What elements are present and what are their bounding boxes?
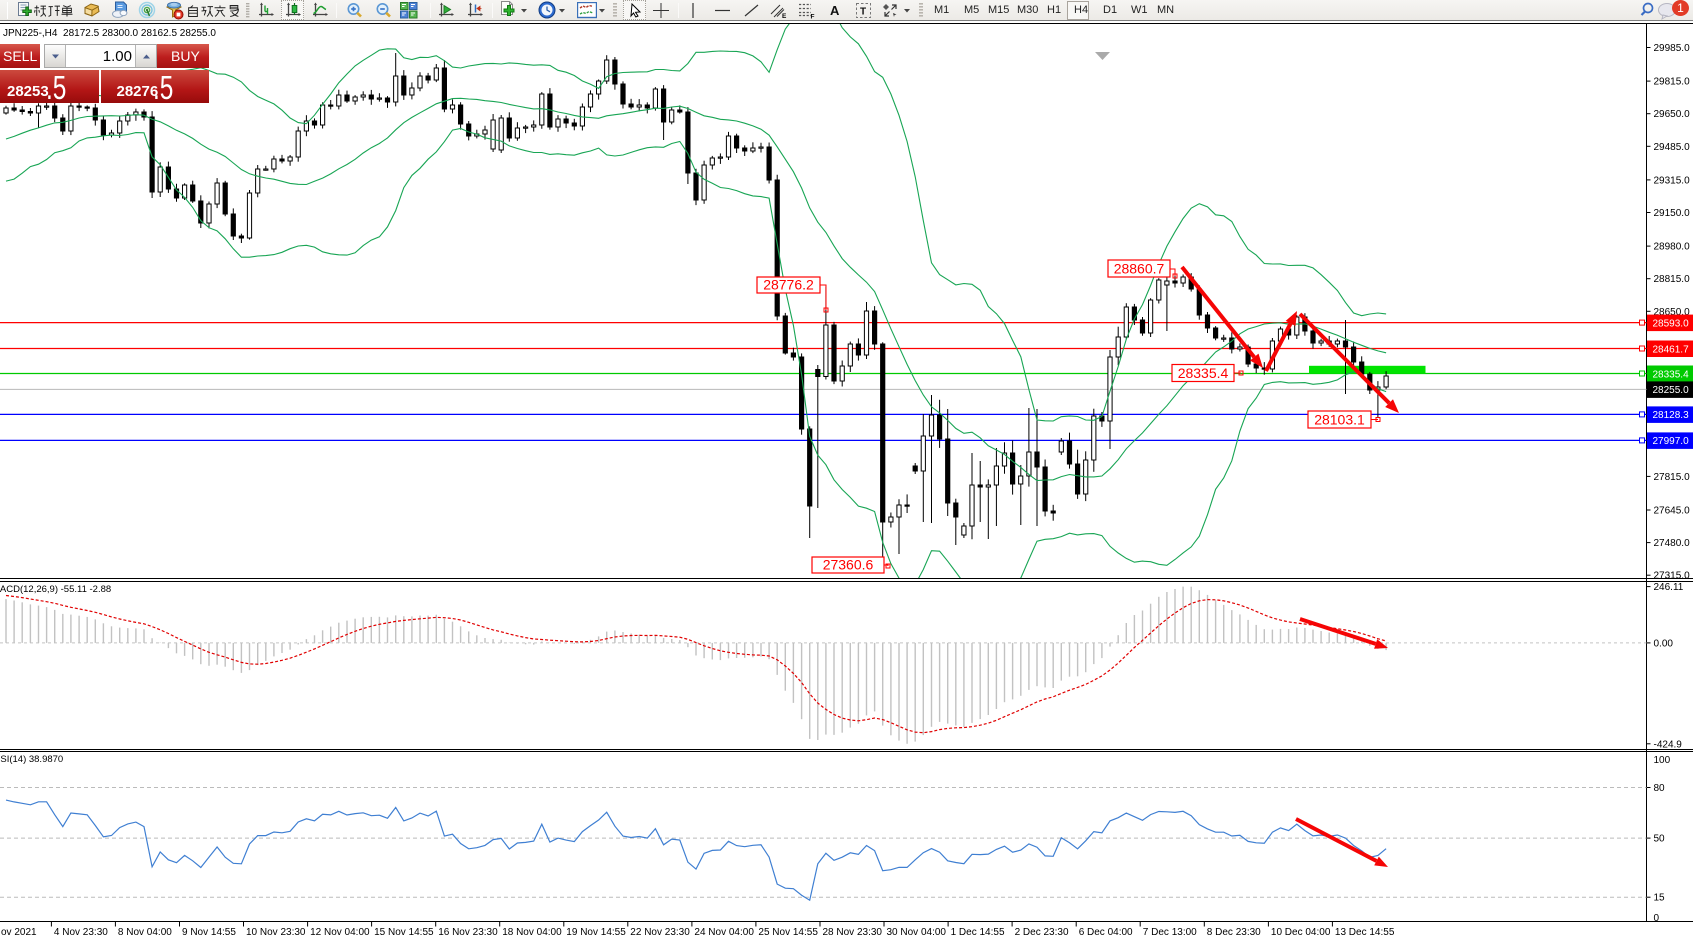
svg-text:F: F: [811, 14, 815, 20]
svg-text:28103.1: 28103.1: [1314, 412, 1365, 428]
svg-text:28 Nov 23:30: 28 Nov 23:30: [823, 927, 883, 938]
svg-text:27480.0: 27480.0: [1654, 538, 1691, 549]
svg-text:28650.0: 28650.0: [1654, 307, 1691, 318]
svg-text:29150.0: 29150.0: [1654, 208, 1691, 219]
svg-text:13 Dec 14:55: 13 Dec 14:55: [1335, 927, 1395, 938]
svg-text:19 Nov 14:55: 19 Nov 14:55: [566, 927, 626, 938]
svg-text:0.00: 0.00: [1654, 638, 1674, 649]
svg-text:10 Dec 04:00: 10 Dec 04:00: [1271, 927, 1331, 938]
svg-text:29985.0: 29985.0: [1654, 43, 1691, 54]
svg-text:RSI(14) 38.9870: RSI(14) 38.9870: [0, 754, 63, 765]
svg-text:E: E: [782, 13, 787, 19]
svg-text:246.11: 246.11: [1654, 582, 1684, 593]
svg-text:15: 15: [1654, 893, 1666, 904]
svg-text:0: 0: [1654, 913, 1660, 924]
svg-text:29650.0: 29650.0: [1654, 109, 1691, 120]
svg-text:28335.4: 28335.4: [1653, 369, 1690, 380]
svg-text:28776.2: 28776.2: [763, 277, 814, 293]
svg-text:6 Dec 04:00: 6 Dec 04:00: [1079, 927, 1133, 938]
svg-text:27645.0: 27645.0: [1654, 506, 1691, 517]
svg-text:29485.0: 29485.0: [1654, 142, 1691, 153]
svg-text:100: 100: [1654, 755, 1671, 766]
svg-text:T: T: [860, 7, 866, 18]
svg-text:28593.0: 28593.0: [1653, 318, 1690, 329]
svg-text:4 Nov 23:30: 4 Nov 23:30: [54, 927, 108, 938]
svg-text:-424.9: -424.9: [1654, 739, 1683, 750]
svg-text:27360.6: 27360.6: [823, 557, 874, 573]
svg-text:27997.0: 27997.0: [1653, 436, 1690, 447]
svg-text:8 Dec 23:30: 8 Dec 23:30: [1207, 927, 1261, 938]
svg-text:28255.0: 28255.0: [1653, 385, 1690, 396]
svg-text:30 Nov 04:00: 30 Nov 04:00: [887, 927, 947, 938]
svg-text:28335.4: 28335.4: [1178, 365, 1229, 381]
svg-text:ov 2021: ov 2021: [1, 927, 37, 938]
svg-text:27315.0: 27315.0: [1654, 571, 1691, 582]
svg-text:28461.7: 28461.7: [1653, 344, 1690, 355]
svg-text:7 Dec 13:00: 7 Dec 13:00: [1143, 927, 1197, 938]
svg-text:28860.7: 28860.7: [1114, 261, 1165, 277]
svg-text:29315.0: 29315.0: [1654, 175, 1691, 186]
svg-text:27815.0: 27815.0: [1654, 472, 1691, 483]
svg-text:29815.0: 29815.0: [1654, 77, 1691, 88]
svg-text:80: 80: [1654, 783, 1666, 794]
svg-text:22 Nov 23:30: 22 Nov 23:30: [630, 927, 690, 938]
svg-text:16 Nov 23:30: 16 Nov 23:30: [438, 927, 498, 938]
svg-text:18 Nov 04:00: 18 Nov 04:00: [502, 927, 562, 938]
svg-text:24 Nov 04:00: 24 Nov 04:00: [694, 927, 754, 938]
svg-text:50: 50: [1654, 834, 1666, 845]
svg-text:10 Nov 23:30: 10 Nov 23:30: [246, 927, 306, 938]
svg-text:25 Nov 14:55: 25 Nov 14:55: [758, 927, 818, 938]
svg-text:MACD(12,26,9) -55.11 -2.88: MACD(12,26,9) -55.11 -2.88: [0, 584, 111, 595]
svg-text:9 Nov 14:55: 9 Nov 14:55: [182, 927, 236, 938]
svg-text:2 Dec 23:30: 2 Dec 23:30: [1015, 927, 1069, 938]
svg-text:28815.0: 28815.0: [1654, 274, 1691, 285]
svg-text:1 Dec 14:55: 1 Dec 14:55: [951, 927, 1005, 938]
svg-text:15 Nov 14:55: 15 Nov 14:55: [374, 927, 434, 938]
svg-text:8 Nov 04:00: 8 Nov 04:00: [118, 927, 172, 938]
svg-text:28128.3: 28128.3: [1653, 410, 1690, 421]
svg-text:12 Nov 04:00: 12 Nov 04:00: [310, 927, 370, 938]
svg-text:28980.0: 28980.0: [1654, 242, 1691, 253]
